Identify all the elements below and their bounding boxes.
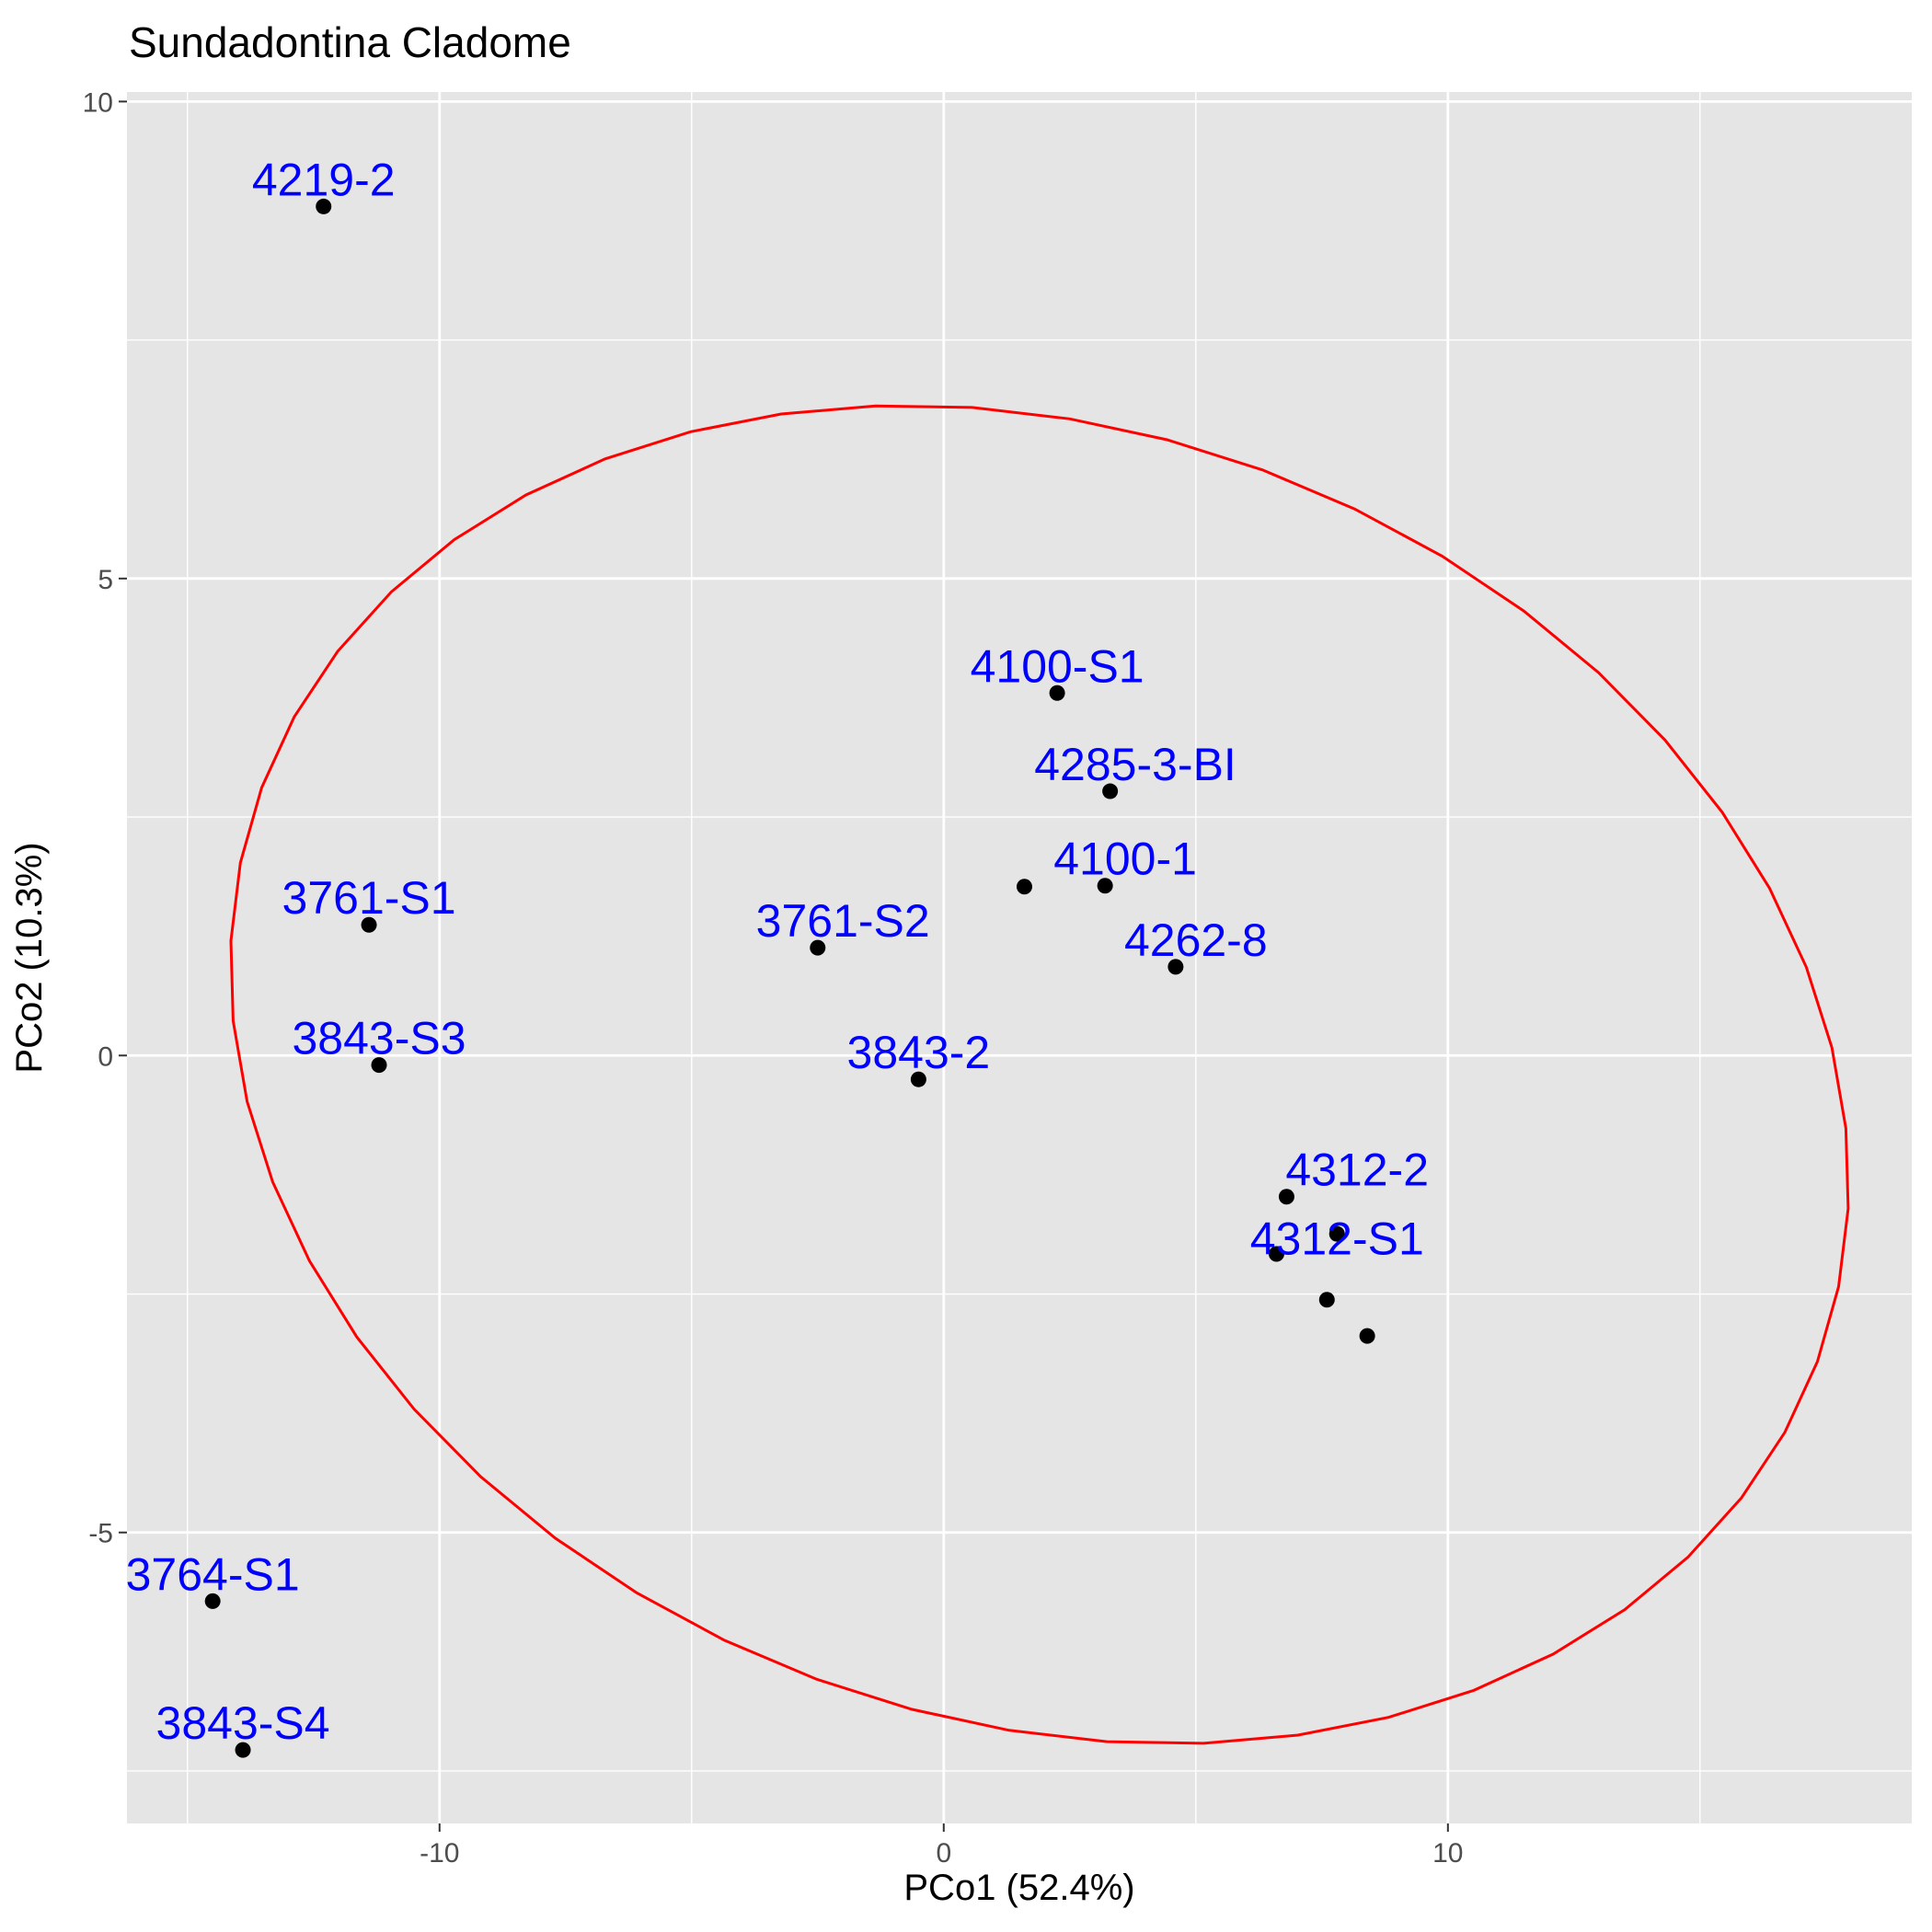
data-point bbox=[1097, 878, 1113, 894]
points-layer bbox=[204, 198, 1375, 1758]
data-point bbox=[810, 939, 826, 956]
x-tick-label: 10 bbox=[1432, 1838, 1463, 1869]
y-axis: -5 0 5 10 bbox=[83, 87, 127, 1549]
x-tick-label: 0 bbox=[936, 1838, 951, 1869]
y-tick-label: 10 bbox=[83, 87, 113, 118]
data-point bbox=[1049, 684, 1065, 701]
data-point bbox=[910, 1071, 926, 1087]
point-label: 4219-2 bbox=[252, 154, 396, 205]
x-axis-title: PCo1 (52.4%) bbox=[903, 1868, 1134, 1908]
chart-title: Sundadontina Cladome bbox=[129, 18, 571, 66]
grid-major bbox=[127, 92, 1912, 1823]
data-point bbox=[1016, 879, 1032, 895]
point-label: 4285-3-BI bbox=[1034, 739, 1236, 790]
data-point bbox=[1102, 783, 1119, 799]
point-label: 3761-S1 bbox=[282, 872, 456, 924]
labels-layer: 4219-2 3761-S1 3843-S3 3761-S2 3843-2 4100-S1… bbox=[126, 154, 1429, 1749]
data-point bbox=[1278, 1189, 1294, 1205]
data-point bbox=[1359, 1328, 1375, 1344]
y-tick-label: -5 bbox=[88, 1519, 113, 1549]
confidence-ellipse bbox=[229, 404, 1850, 1745]
plot-panel bbox=[127, 92, 1912, 1823]
y-axis-title: PCo2 (10.3%) bbox=[9, 842, 50, 1073]
point-label: 4312-2 bbox=[1285, 1144, 1429, 1196]
data-point bbox=[204, 1593, 221, 1609]
x-axis: -10 0 10 bbox=[420, 1823, 1464, 1869]
data-point bbox=[1167, 959, 1184, 975]
point-label: 4262-8 bbox=[1124, 914, 1268, 966]
point-label: 4100-S1 bbox=[971, 640, 1144, 692]
data-point bbox=[1328, 1225, 1345, 1242]
point-label: 3843-S4 bbox=[156, 1697, 330, 1749]
point-label: 4100-1 bbox=[1053, 834, 1197, 885]
point-label: 3761-S2 bbox=[756, 895, 930, 947]
data-point bbox=[361, 916, 377, 933]
point-label: 3843-S3 bbox=[292, 1013, 466, 1064]
data-point bbox=[316, 198, 332, 214]
data-point bbox=[235, 1742, 251, 1758]
data-point bbox=[1318, 1292, 1335, 1308]
y-tick-label: 5 bbox=[98, 565, 113, 595]
y-tick-label: 0 bbox=[98, 1041, 113, 1072]
point-label: 3843-2 bbox=[847, 1027, 991, 1078]
point-label: 4312-S1 bbox=[1250, 1213, 1424, 1264]
point-label: 3764-S1 bbox=[126, 1548, 300, 1600]
x-tick-label: -10 bbox=[420, 1838, 459, 1869]
grid-minor bbox=[127, 92, 1912, 1823]
data-point bbox=[371, 1057, 387, 1074]
data-point bbox=[1268, 1246, 1284, 1262]
ellipse-layer bbox=[229, 404, 1850, 1745]
